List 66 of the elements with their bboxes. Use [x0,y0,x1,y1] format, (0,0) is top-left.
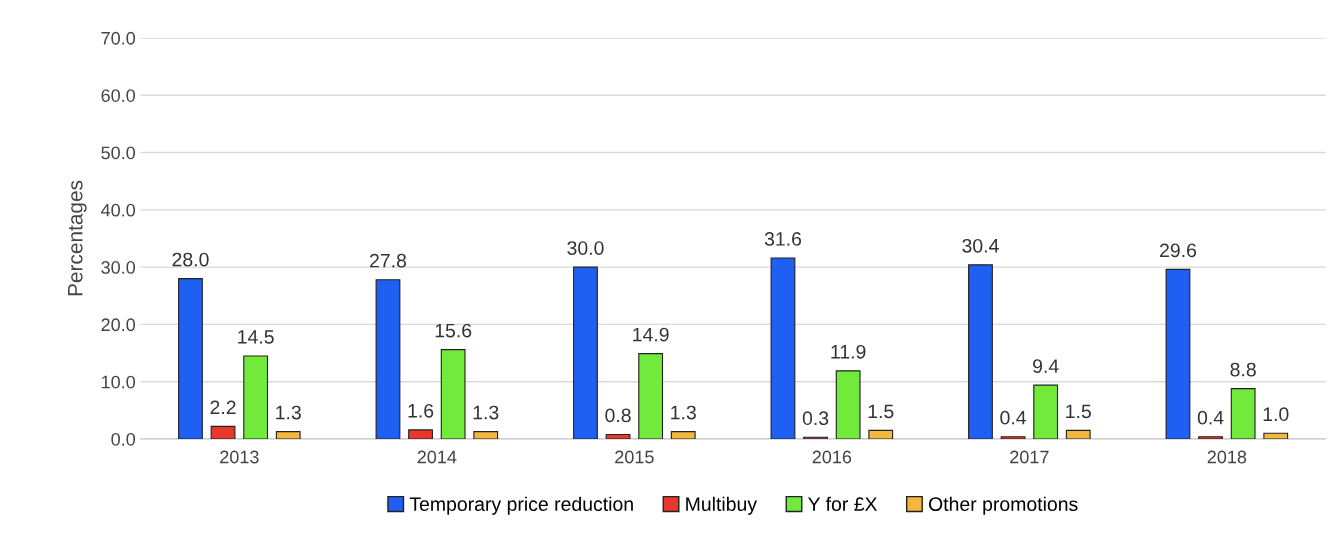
bar [1198,436,1223,440]
y-tick-label: 10.0 [101,375,136,389]
bar [243,355,269,440]
data-label: 15.6 [435,323,472,338]
data-label: 9.4 [1033,359,1059,373]
bar [408,429,433,440]
data-label: 29.6 [1160,243,1197,258]
data-label: 1.0 [1263,407,1289,422]
bar [968,264,993,440]
data-label: 14.9 [633,327,669,342]
bar [1230,388,1256,440]
y-axis-title: Percentages [68,180,87,296]
data-label: 27.8 [370,253,407,268]
data-label: 0.4 [1000,410,1027,425]
data-label: 0.4 [1197,410,1224,425]
x-tick-label: 2017 [1010,450,1049,464]
y-tick-label: 0.0 [111,432,136,446]
bar [375,279,401,440]
bar [670,431,696,440]
legend-label: Temporary price reduction [409,496,633,515]
y-tick-label: 40.0 [101,203,136,217]
data-label: 1.3 [671,405,696,420]
data-label: 31.6 [764,232,802,246]
x-tick-label: 2015 [615,450,654,464]
data-label: 1.5 [868,404,894,419]
data-label: 0.8 [605,408,631,423]
data-label: 30.0 [567,241,604,255]
data-label: 8.8 [1230,362,1256,377]
x-tick-label: 2016 [812,450,852,464]
legend-label: Multibuy [686,496,758,515]
data-label: 1.3 [276,405,301,420]
bar [275,431,301,440]
x-tick-label: 2013 [220,450,259,464]
bar [1263,432,1289,440]
data-label: 0.3 [802,411,829,426]
legend-label: Y for £X [808,496,878,512]
y-tick-label: 70.0 [101,31,136,45]
y-tick-label: 50.0 [101,146,136,160]
data-label: 1.3 [473,405,499,420]
bar [473,431,499,440]
y-tick-label: 20.0 [101,318,136,332]
bar [638,353,664,440]
bar [1065,429,1091,440]
bar [835,370,861,440]
data-label: 1.5 [1066,404,1091,419]
bar [573,266,598,440]
data-label: 30.4 [962,238,999,253]
data-label: 28.0 [172,252,209,267]
y-tick-label: 60.0 [101,89,136,102]
bar [868,429,894,440]
x-tick-label: 2018 [1207,450,1247,464]
bar [1033,384,1059,440]
bar [605,433,631,440]
data-label: 2.2 [210,400,236,415]
bar [210,425,236,440]
y-tick-label: 30.0 [101,261,136,274]
bar [1165,268,1191,440]
bar [1000,436,1026,440]
bar [770,257,796,440]
x-tick-label: 2014 [417,450,457,464]
bar [440,349,466,440]
data-label: 11.9 [831,344,866,359]
data-label: 14.5 [238,330,274,344]
bar [178,278,203,440]
data-label: 1.6 [408,403,434,418]
legend-label: Other promotions [928,496,1078,515]
